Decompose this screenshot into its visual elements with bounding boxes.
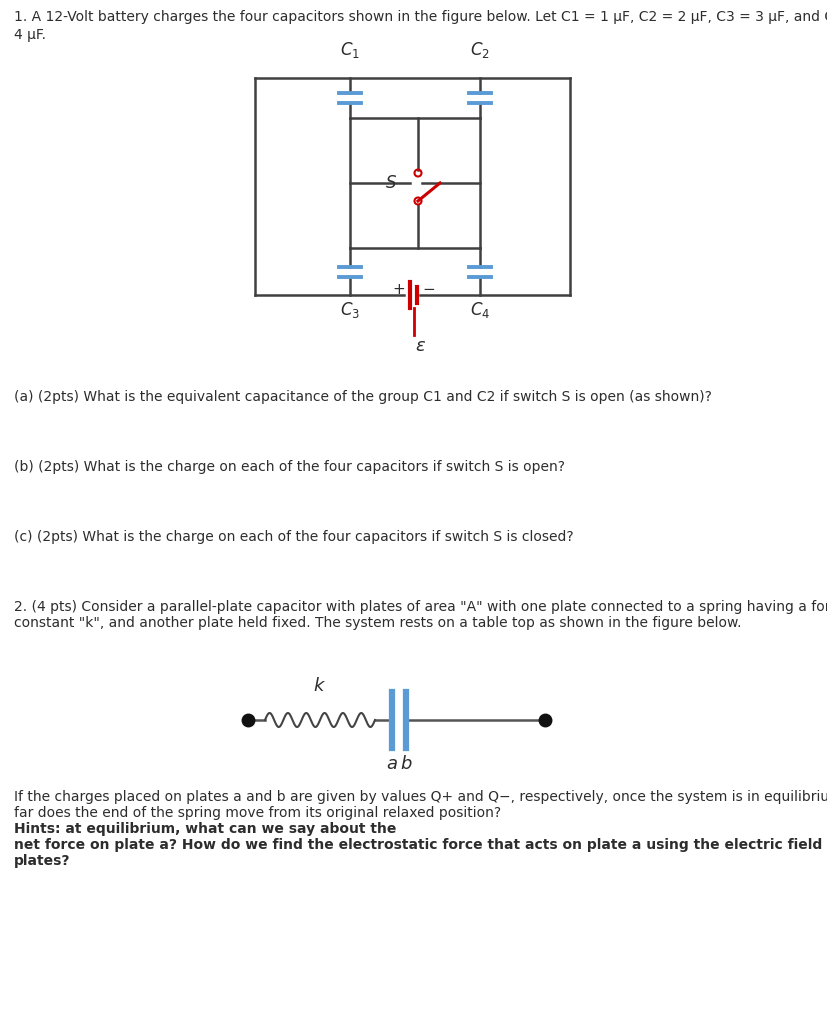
Text: 4 μF.: 4 μF. bbox=[14, 28, 46, 42]
Text: 2. (4 pts) Consider a parallel-plate capacitor with plates of area "A" with one : 2. (4 pts) Consider a parallel-plate cap… bbox=[14, 600, 827, 614]
Text: $a$: $a$ bbox=[385, 755, 398, 773]
Text: S: S bbox=[385, 174, 395, 193]
Text: $C_2$: $C_2$ bbox=[470, 40, 490, 60]
Text: +: + bbox=[392, 282, 404, 297]
Text: $C_4$: $C_4$ bbox=[469, 300, 490, 319]
Text: $\varepsilon$: $\varepsilon$ bbox=[414, 337, 426, 355]
Text: $C_1$: $C_1$ bbox=[340, 40, 360, 60]
Text: (c) (2pts) What is the charge on each of the four capacitors if switch S is clos: (c) (2pts) What is the charge on each of… bbox=[14, 530, 573, 544]
Text: Hints: at equilibrium, what can we say about the: Hints: at equilibrium, what can we say a… bbox=[14, 822, 396, 836]
Text: $k$: $k$ bbox=[313, 677, 326, 695]
Text: far does the end of the spring move from its original relaxed position?: far does the end of the spring move from… bbox=[14, 806, 505, 820]
Text: $b$: $b$ bbox=[399, 755, 412, 773]
Text: net force on plate a? How do we find the electrostatic force that acts on plate : net force on plate a? How do we find the… bbox=[14, 838, 827, 852]
Text: $C_3$: $C_3$ bbox=[340, 300, 360, 319]
Text: 1. A 12-Volt battery charges the four capacitors shown in the figure below. Let : 1. A 12-Volt battery charges the four ca… bbox=[14, 10, 827, 24]
Text: (b) (2pts) What is the charge on each of the four capacitors if switch S is open: (b) (2pts) What is the charge on each of… bbox=[14, 460, 564, 474]
Text: (a) (2pts) What is the equivalent capacitance of the group C1 and C2 if switch S: (a) (2pts) What is the equivalent capaci… bbox=[14, 390, 711, 404]
Text: constant "k", and another plate held fixed. The system rests on a table top as s: constant "k", and another plate held fix… bbox=[14, 616, 741, 630]
Text: plates?: plates? bbox=[14, 854, 70, 868]
Text: If the charges placed on plates a and b are given by values Q+ and Q−, respectiv: If the charges placed on plates a and b … bbox=[14, 790, 827, 804]
Text: −: − bbox=[422, 282, 434, 297]
